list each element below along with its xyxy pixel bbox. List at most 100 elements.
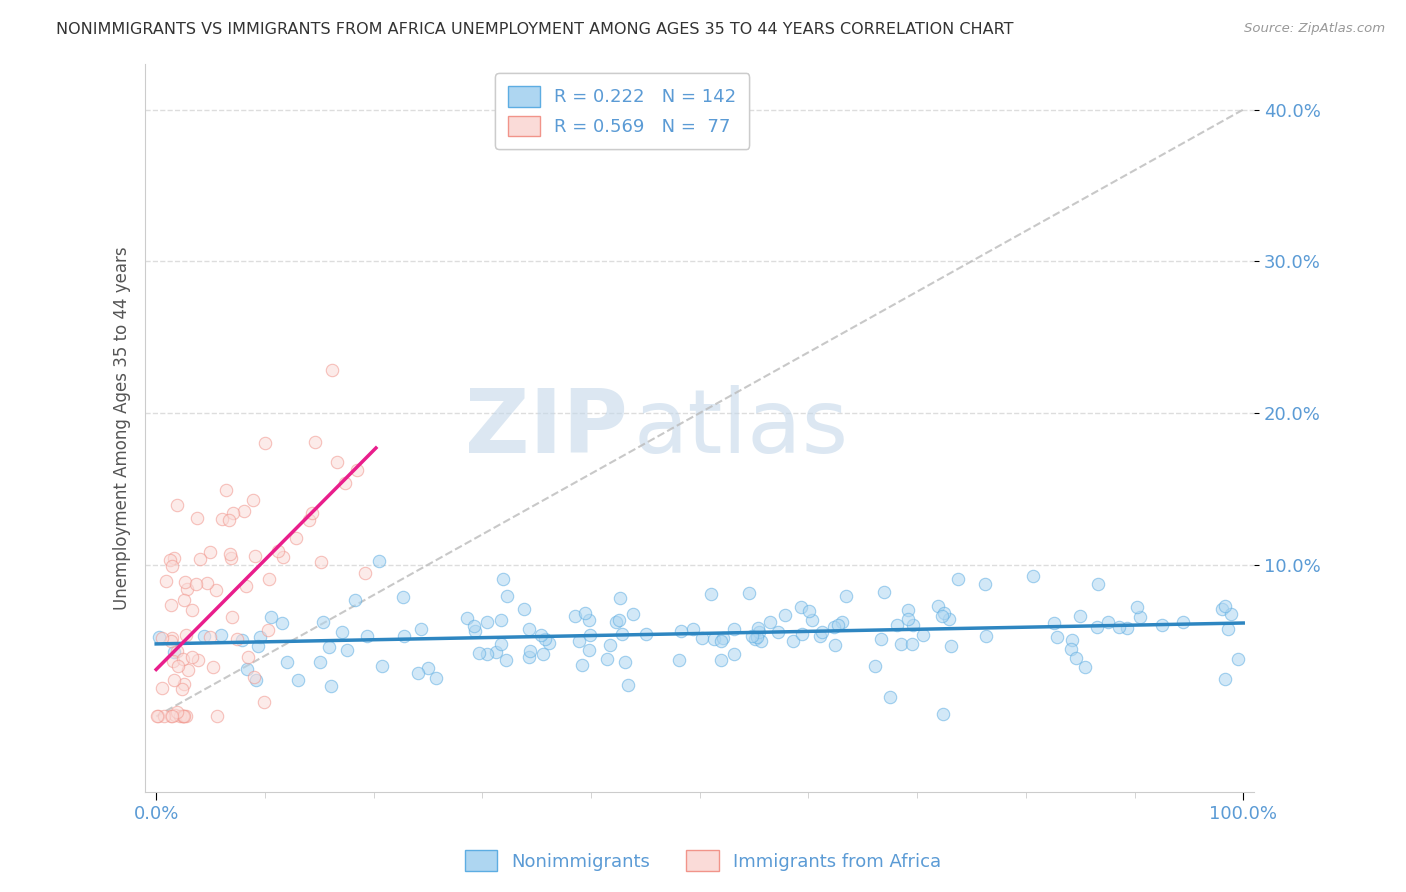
Point (1219, 607, 1241, 621)
Point (270, 616, 292, 631)
Point (225, 632, 247, 646)
Point (172, 709, 194, 723)
Point (634, 627, 657, 641)
Point (671, 624, 693, 639)
Point (519, 644, 541, 658)
Point (1043, 616, 1066, 631)
Point (159, 553, 181, 567)
Point (163, 645, 186, 659)
Point (145, 709, 167, 723)
Point (166, 706, 188, 720)
Point (160, 709, 183, 723)
Point (792, 626, 814, 640)
Point (568, 634, 591, 648)
Point (496, 589, 519, 603)
Point (215, 483, 238, 497)
Point (1069, 608, 1091, 623)
Point (336, 643, 359, 657)
Point (1022, 569, 1045, 583)
Point (782, 633, 804, 648)
Point (236, 650, 259, 665)
Point (489, 613, 512, 627)
Point (1216, 622, 1239, 636)
Point (1171, 615, 1194, 629)
Point (287, 673, 309, 687)
Point (174, 627, 197, 641)
Point (578, 643, 600, 657)
Point (172, 709, 194, 723)
Point (824, 638, 846, 652)
Point (152, 681, 174, 696)
Point (1227, 652, 1250, 666)
Point (610, 627, 633, 641)
Point (186, 511, 208, 525)
Point (309, 655, 332, 669)
Point (242, 492, 264, 507)
Point (489, 637, 512, 651)
Point (768, 625, 790, 640)
Point (187, 653, 209, 667)
Point (243, 670, 266, 684)
Text: Source: ZipAtlas.com: Source: ZipAtlas.com (1244, 22, 1385, 36)
Point (869, 632, 891, 646)
Point (406, 665, 429, 680)
Point (533, 632, 555, 646)
Point (1046, 630, 1069, 644)
Point (513, 602, 536, 616)
Point (198, 544, 221, 558)
Point (221, 610, 243, 624)
Point (173, 592, 195, 607)
Point (321, 679, 343, 693)
Text: atlas: atlas (633, 384, 848, 472)
Point (193, 629, 215, 643)
Point (371, 658, 394, 673)
Point (367, 554, 389, 568)
Point (394, 629, 416, 643)
Point (475, 647, 498, 661)
Point (605, 615, 627, 629)
Point (1087, 576, 1109, 591)
Point (150, 631, 173, 645)
Point (155, 574, 177, 589)
Point (571, 657, 593, 672)
Point (901, 637, 924, 651)
Point (260, 610, 283, 624)
Point (257, 572, 280, 586)
Point (160, 559, 183, 574)
Point (181, 603, 204, 617)
Point (170, 681, 193, 696)
Point (1060, 632, 1083, 647)
Point (911, 628, 934, 642)
Point (201, 660, 224, 674)
Point (927, 599, 949, 614)
Point (931, 608, 953, 623)
Point (468, 646, 491, 660)
Point (159, 598, 181, 612)
Point (1097, 615, 1119, 629)
Point (218, 513, 240, 527)
Point (596, 652, 619, 666)
Point (267, 544, 290, 558)
Point (976, 629, 998, 643)
Point (747, 622, 769, 636)
Point (538, 635, 561, 649)
Point (932, 606, 955, 620)
Point (710, 653, 733, 667)
Point (931, 706, 953, 721)
Legend: R = 0.222   N = 142, R = 0.569   N =  77: R = 0.222 N = 142, R = 0.569 N = 77 (495, 73, 749, 149)
Point (1066, 650, 1088, 665)
Point (621, 607, 644, 622)
Point (333, 476, 356, 491)
Point (758, 615, 780, 629)
Point (243, 549, 266, 563)
Point (172, 652, 194, 666)
Point (173, 709, 195, 723)
Point (1150, 618, 1173, 632)
Point (174, 709, 197, 723)
Point (254, 436, 277, 450)
Point (245, 673, 267, 688)
Point (744, 632, 766, 646)
Point (1108, 620, 1130, 634)
Point (668, 653, 690, 667)
Y-axis label: Unemployment Among Ages 35 to 44 years: Unemployment Among Ages 35 to 44 years (114, 246, 131, 610)
